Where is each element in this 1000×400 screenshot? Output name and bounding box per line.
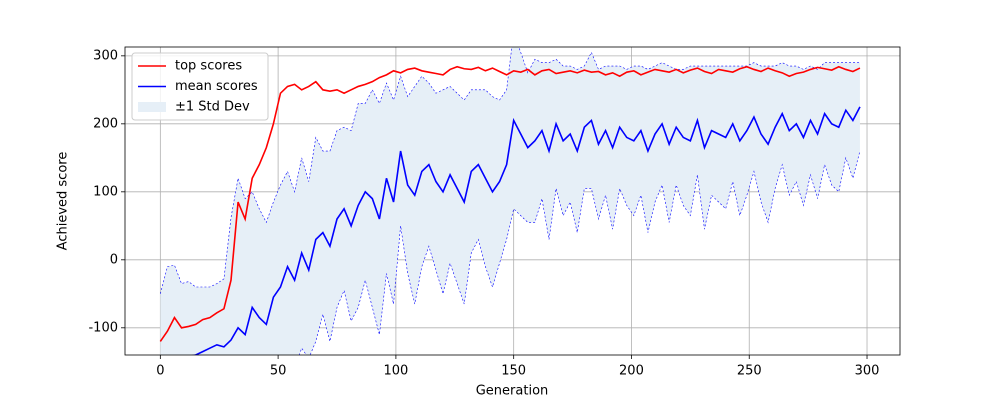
series-line: [159, 65, 861, 342]
std-band: [160, 47, 860, 355]
x-tick-label: 50: [270, 364, 287, 379]
legend-label: mean scores: [175, 79, 258, 94]
x-tick-label: 0: [156, 364, 164, 379]
legend: top scores mean scores ±1 Std Dev: [131, 52, 269, 121]
legend-swatch: [138, 102, 166, 112]
x-tick-label: 200: [619, 364, 644, 379]
x-tick-label: 250: [737, 364, 762, 379]
y-tick-label: 0: [110, 252, 118, 267]
y-axis-label: Achieved score: [56, 152, 71, 251]
legend-label: ±1 Std Dev: [175, 100, 250, 115]
plot-frame: [124, 46, 901, 356]
plot-area: [159, 47, 861, 355]
y-tick-label: 200: [93, 116, 118, 131]
x-tick-label: 300: [855, 364, 880, 379]
std-upper: [160, 47, 860, 294]
x-axis-label: Generation: [476, 384, 549, 399]
y-tick-label: 300: [93, 48, 118, 63]
x-tick-label: 100: [383, 364, 408, 379]
y-tick-label: -100: [88, 320, 118, 335]
series-line: [191, 106, 861, 355]
x-tick-label: 150: [501, 364, 526, 379]
y-tick-label: 100: [93, 184, 118, 199]
std-lower: [298, 150, 861, 355]
legend-label: top scores: [175, 59, 242, 74]
